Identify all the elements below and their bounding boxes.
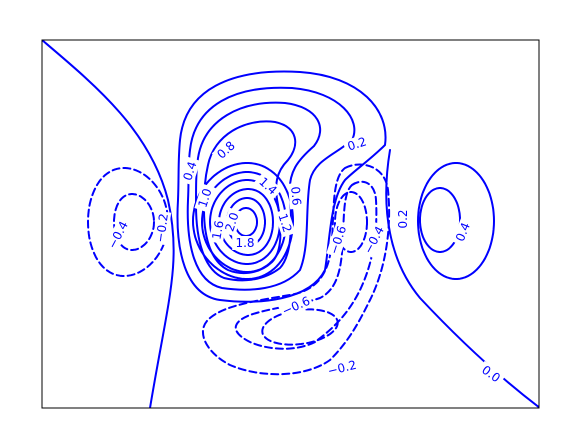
contour-label-group: 1.6 (208, 216, 228, 244)
contour-neg-0.6-lower (261, 308, 339, 346)
contour-label: 0.2 (396, 209, 410, 228)
contour-label-group: −0.2 (152, 210, 172, 246)
contour-label-group: 0.2 (396, 206, 410, 232)
contour-zero-left (42, 40, 175, 408)
contour-label: 1.6 (209, 219, 226, 240)
contour-label-group: 0.2 (342, 133, 372, 155)
contour-label: 1.2 (275, 212, 294, 234)
contour-neg-0.4-left (113, 193, 155, 251)
contour-label: 2.0 (222, 211, 241, 233)
contour-pos-0.8 (203, 120, 297, 275)
contour-label-group: −0.2 (324, 357, 360, 379)
contour-neg-0.2-lower (201, 163, 391, 376)
contour-label: 0.6 (288, 186, 304, 206)
contour-pos-1.0 (192, 162, 294, 280)
contour-label-group: 2.0 (221, 207, 243, 237)
contour-pos-0.2-right (417, 162, 495, 280)
contour-neg-0.6-right (334, 191, 368, 253)
contour-label: 1.8 (235, 236, 254, 250)
contour-label-group: 1.0 (194, 183, 216, 213)
contour-label: 0.2 (346, 134, 368, 153)
contour-label-group: 0.6 (287, 182, 305, 210)
contour-label-group: 1.2 (274, 208, 296, 238)
contour-label: 1.0 (195, 187, 214, 209)
contour-neg-0.2-left (87, 167, 169, 277)
contour-label-group: 0.4 (451, 217, 475, 247)
contour-label-group: 1.8 (232, 236, 258, 250)
contour-label: −0.2 (153, 213, 171, 244)
contour-label: 0.4 (180, 160, 199, 182)
contour-label-group: 0.4 (179, 156, 201, 186)
contour-pos-0.4 (186, 86, 356, 291)
contour-label: −0.2 (326, 358, 358, 379)
contour-label: 0.4 (453, 221, 473, 244)
plot-frame (41, 39, 540, 409)
contour-pos-0.4-right (419, 187, 461, 253)
